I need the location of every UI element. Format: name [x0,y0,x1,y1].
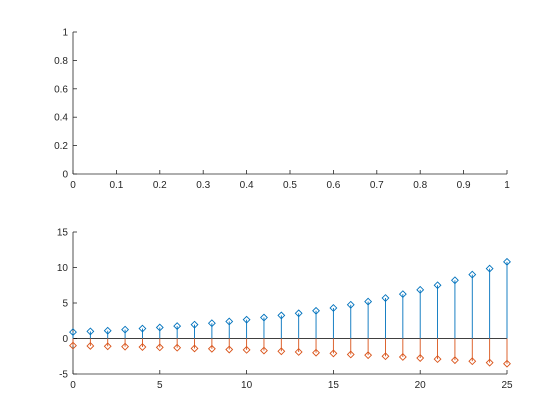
y-tick-label: 0 [62,334,68,345]
stem-marker [138,343,147,351]
stem-marker [103,326,112,335]
stem-marker [225,317,234,326]
stem-marker [207,319,216,328]
y-tick-label: 0.8 [54,56,68,67]
x-tick-label: 0.9 [457,180,471,191]
stem-marker [346,300,355,309]
stem-marker [121,342,130,351]
stem-marker [468,357,477,366]
stem-marker [103,342,112,351]
stem-series-1 [69,257,511,339]
x-tick-label: 0.5 [283,180,297,191]
stem-marker [242,315,251,324]
stem-marker [225,345,234,354]
stem-marker [381,294,390,302]
x-tick-label: 0.2 [153,180,167,191]
stem-marker [329,349,338,358]
x-tick-label: 0.4 [240,180,254,191]
stem-marker [450,356,459,365]
stem-marker [485,264,494,273]
stem-marker [503,359,511,368]
stem-marker [381,352,390,361]
x-tick-label: 0.8 [413,180,427,191]
stem-marker [86,342,95,350]
x-tick-label: 0.1 [109,180,123,191]
y-tick-label: 0.6 [54,84,68,95]
top-axes: 0 0.1 0.2 0.3 0.4 0.5 0.6 0.7 0.8 0.9 1 0 0.2 0.4 0.6 0… [54,28,510,192]
x-tick-label: 0 [70,380,76,391]
stem-marker [416,354,425,362]
stem-series-2 [69,338,511,368]
y-tick-label: 0 [62,170,68,181]
stem-marker [69,341,77,350]
stem-marker [433,355,442,364]
stem-marker [121,325,130,334]
stem-marker [277,347,286,356]
stem-marker [173,343,182,352]
stem-marker [173,322,182,331]
stem-marker [329,304,338,312]
y-tick-label: 15 [57,228,69,239]
x-tick-label: 10 [241,380,253,391]
stem-marker [190,320,199,329]
stem-marker [207,344,216,353]
stem-marker [346,350,355,359]
stem-marker [86,327,95,336]
stem-marker [398,353,407,361]
stem-marker [485,358,494,367]
stem-marker [398,290,407,299]
stem-marker [155,323,164,332]
stem-marker [294,309,303,318]
stem-marker [416,285,425,294]
stem-marker [260,346,268,355]
x-tick-label: 25 [501,380,513,391]
x-tick-label: 0.7 [370,180,384,191]
stem-marker [155,343,164,352]
x-tick-label: 15 [328,380,340,391]
stem-marker [190,344,199,353]
stem-marker [364,351,373,360]
stem-marker [294,348,303,356]
stem-marker [312,306,320,315]
stem-marker [450,276,459,285]
x-tick-label: 0.6 [326,180,340,191]
x-tick-label: 0.3 [196,180,210,191]
y-tick-label: 10 [57,263,69,274]
x-tick-label: 0 [70,180,76,191]
stem-marker [312,348,320,357]
y-tick-label: 1 [62,28,68,39]
y-tick-label: 0.4 [54,113,68,124]
stem-marker [138,324,147,333]
stem-marker [242,345,251,354]
stem-marker [433,281,442,290]
y-tick-label: 5 [62,299,68,310]
stem-marker [468,270,477,279]
x-tick-label: 5 [157,380,163,391]
x-tick-label: 1 [504,180,510,191]
stem-marker [260,313,268,322]
stem-marker [364,297,373,306]
stem-marker [69,328,77,337]
y-tick-label: -5 [59,370,68,381]
y-tick-label: 0.2 [54,141,68,152]
x-tick-label: 20 [415,380,427,391]
stem-marker [503,257,511,266]
stem-marker [277,311,286,320]
